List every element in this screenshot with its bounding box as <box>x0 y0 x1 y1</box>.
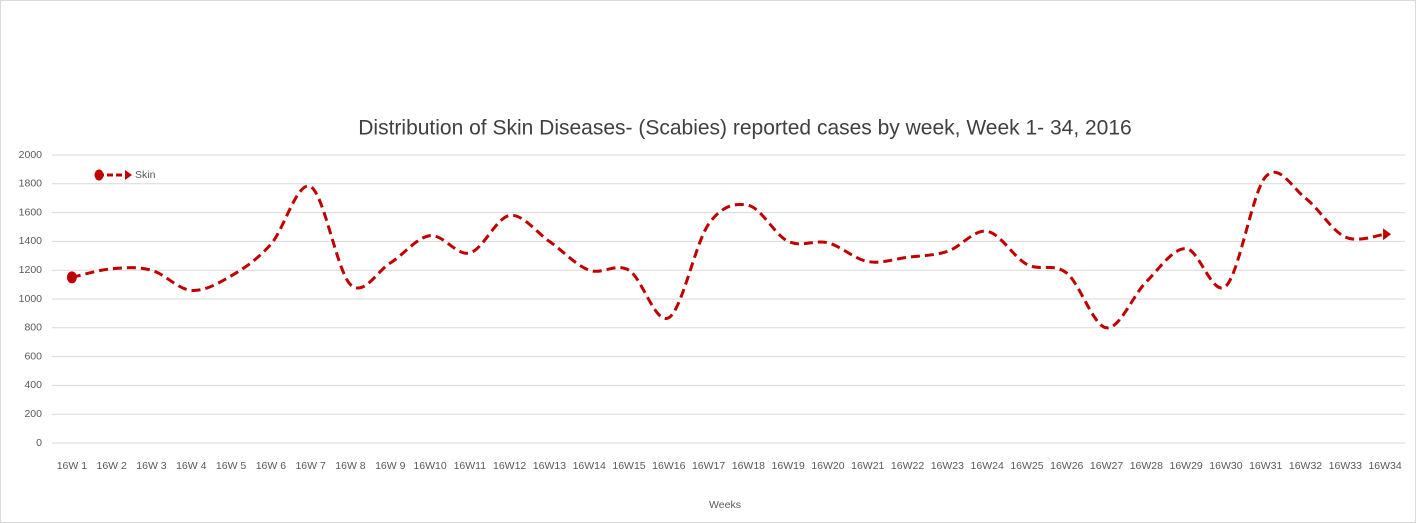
x-tick-label: 16W26 <box>1050 460 1083 472</box>
x-tick-label: 16W 3 <box>136 460 167 472</box>
y-tick-label: 0 <box>36 437 42 449</box>
y-tick-label: 1000 <box>19 293 43 305</box>
x-tick-label: 16W 5 <box>216 460 247 472</box>
x-axis-label: Weeks <box>709 499 741 511</box>
x-tick-label: 16W 6 <box>256 460 287 472</box>
x-tick-label: 16W19 <box>772 460 805 472</box>
x-tick-label: 16W14 <box>573 460 606 472</box>
legend-marker <box>94 169 104 181</box>
x-tick-label: 16W27 <box>1090 460 1123 472</box>
x-tick-label: 16W18 <box>732 460 765 472</box>
legend-label: Skin <box>135 169 156 181</box>
x-tick-label: 16W25 <box>1010 460 1043 472</box>
x-tick-label: 16W10 <box>413 460 446 472</box>
series-line <box>71 170 1386 330</box>
x-tick-label: 16W15 <box>612 460 645 472</box>
x-tick-label: 16W13 <box>533 460 566 472</box>
y-tick-label: 1200 <box>19 264 43 276</box>
x-tick-label: 16W33 <box>1329 460 1362 472</box>
x-tick-label: 16W 1 <box>57 460 88 472</box>
x-tick-label: 16W17 <box>692 460 725 472</box>
x-tick-label: 16W 2 <box>97 460 128 472</box>
x-tick-label: 16W30 <box>1209 460 1242 472</box>
chart-title: Distribution of Skin Diseases- (Scabies)… <box>358 117 1131 140</box>
y-tick-label: 1600 <box>19 206 43 218</box>
y-tick-label: 1800 <box>19 178 43 190</box>
x-tick-label: 16W 4 <box>176 460 207 472</box>
y-tick-label: 200 <box>24 408 42 420</box>
x-tick-label: 16W12 <box>493 460 526 472</box>
x-tick-label: 16W31 <box>1249 460 1282 472</box>
legend-arrow <box>125 170 132 180</box>
y-tick-label: 400 <box>24 379 42 391</box>
x-tick-label: 16W29 <box>1169 460 1202 472</box>
x-tick-label: 16W24 <box>971 460 1004 472</box>
x-tick-label: 16W21 <box>851 460 884 472</box>
x-tick-label: 16W 9 <box>375 460 406 472</box>
x-tick-label: 16W20 <box>811 460 844 472</box>
end-arrow <box>1383 228 1392 241</box>
y-tick-label: 1400 <box>19 235 43 247</box>
y-tick-label: 600 <box>24 350 42 362</box>
y-tick-label: 2000 <box>19 149 43 161</box>
x-tick-label: 16W23 <box>931 460 964 472</box>
x-tick-label: 16W34 <box>1368 460 1401 472</box>
x-tick-label: 16W 8 <box>335 460 366 472</box>
x-tick-label: 16W 7 <box>295 460 326 472</box>
x-tick-label: 16W16 <box>652 460 685 472</box>
x-tick-label: 16W32 <box>1289 460 1322 472</box>
x-tick-label: 16W28 <box>1130 460 1163 472</box>
start-marker <box>66 271 77 284</box>
x-tick-label: 16W11 <box>454 460 487 472</box>
y-tick-label: 800 <box>24 322 42 334</box>
x-tick-label: 16W22 <box>891 460 924 472</box>
